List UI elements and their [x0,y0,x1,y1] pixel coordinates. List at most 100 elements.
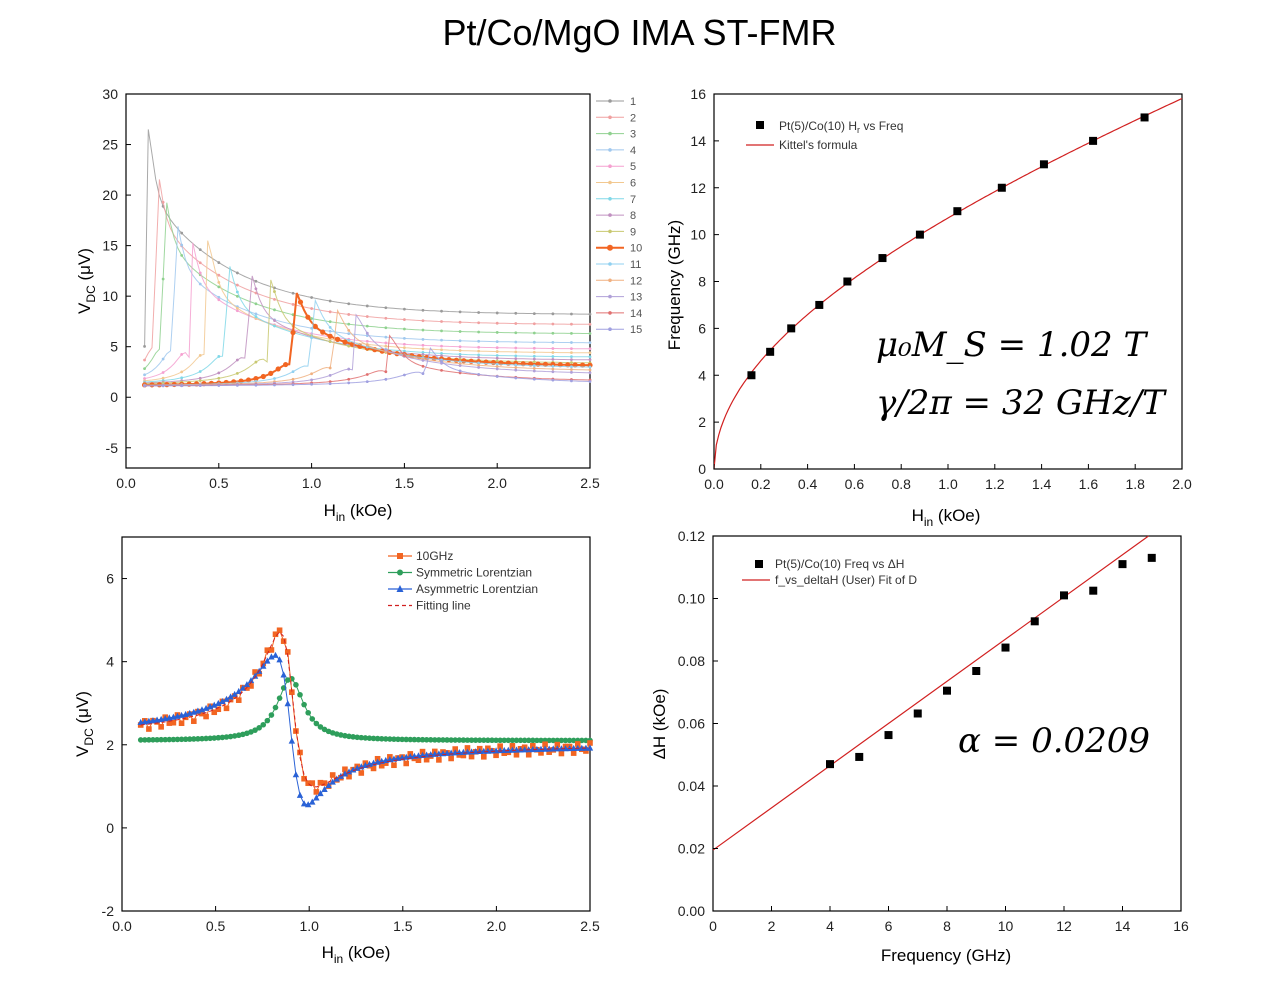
trace-point [579,362,586,368]
x-tick-label: 1.8 [1125,476,1145,492]
trace-point [254,315,258,319]
trace-point [347,344,351,348]
trace-point [143,344,146,348]
trace-point [143,384,146,388]
trace-point [514,340,518,344]
trace-point [273,319,276,322]
trace-point [551,364,555,368]
asymmetric-point [501,746,508,754]
symmetric-point [142,737,148,743]
symmetric-point [501,737,508,744]
x-axis-label: Frequency (GHz) [881,946,1011,965]
trace-point [551,355,555,358]
10ghz-point [199,710,205,717]
legend-swatch-marker [608,278,612,283]
trace-point [235,271,239,275]
trace-point [532,357,536,361]
trace-point [198,370,202,373]
10ghz-point [358,770,365,776]
legend-entry: 13 [630,292,642,304]
10ghz-point [391,762,397,769]
asymmetric-point [296,791,304,798]
trace-point [551,351,555,354]
legend-entry: 12 [630,275,642,287]
asymmetric-point [280,671,287,678]
data-point [953,207,962,216]
trace-point [328,310,332,314]
x-tick-label: 1.6 [1079,476,1099,492]
trace-point [421,358,425,362]
x-tick-label: 2.0 [487,918,507,934]
10ghz-point [166,720,173,726]
legend-swatch-marker [397,553,403,559]
symmetric-point [423,736,430,743]
trace-point [588,380,592,383]
data-point [972,667,981,675]
trace-point [198,282,202,286]
trace-point [403,307,406,311]
symmetric-point [350,734,356,740]
symmetric-point [203,735,209,742]
trace-point [291,370,295,374]
x-tick-label: 0.0 [704,476,724,492]
y-tick-label: -5 [106,440,119,456]
trace-point [458,352,462,356]
symmetric-point [431,737,438,743]
legend-entry: 8 [630,210,636,222]
trace-point [235,290,239,294]
trace-point [347,328,351,332]
legend-swatch-marker [608,197,612,201]
trace-point [495,331,499,334]
symmetric-point [264,717,271,724]
symmetric-point [195,736,201,742]
trace-point [217,371,221,375]
trace-point [532,350,536,354]
data-point [1118,560,1127,569]
symmetric-point [309,716,316,722]
legend-entry: Asymmetric Lorentzian [416,582,538,596]
10ghz-point [509,743,516,749]
trace-point [477,361,481,365]
y-tick-label: 0 [106,820,114,836]
y-tick-label: 16 [690,86,706,102]
annotation-ms: μ₀M_S = 1.02 T [876,325,1148,365]
trace-point [217,261,221,264]
trace-point [180,376,184,380]
trace-point [310,378,313,382]
asymmetric-point [288,737,296,744]
x-tick-label: 1.0 [302,475,322,491]
trace-point [477,372,481,376]
trace-point [365,331,369,335]
y-tick-label: 5 [110,339,118,355]
trace-point [551,312,555,316]
asymmetric-point [545,745,553,752]
x-tick-label: 0.4 [798,476,818,492]
symmetric-point [276,695,283,701]
x-tick-label: 2 [768,918,776,934]
trace-point [328,299,332,303]
trace-point [495,311,499,315]
legend: Pt(5)/Co(10) Hr vs Freq Kittel's formula [746,119,903,152]
asymmetric-point [215,699,222,706]
trace-point [458,364,462,368]
symmetric-point [505,737,512,744]
asymmetric-point [300,800,308,807]
trace-point [514,357,518,361]
symmetric-point [534,737,540,744]
data-point [815,300,824,309]
trace-point [551,357,555,361]
symmetric-point [366,735,373,741]
trace-point [588,358,592,362]
trace-point [312,323,318,330]
legend-entry-kittel: Kittel's formula [779,138,858,152]
10ghz-point [481,754,487,760]
asymmetric-point [505,746,512,753]
trace-point [495,340,499,344]
trace-point [291,383,295,387]
symmetric-point [489,737,495,744]
y-tick-label: 6 [698,320,706,336]
trace-point [532,340,536,344]
asymmetric-point [550,745,557,752]
10ghz-point [146,726,152,732]
symmetric-point [411,736,418,743]
